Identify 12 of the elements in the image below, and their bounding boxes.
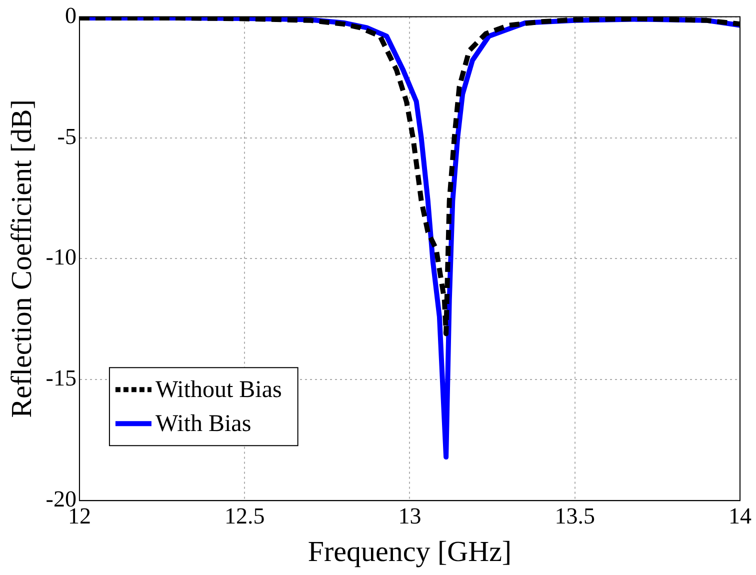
legend-label: Without Bias	[155, 376, 282, 403]
y-tick-label: 0	[64, 2, 76, 28]
x-tick-label: 13.5	[554, 503, 595, 528]
x-tick-label: 12.5	[224, 503, 265, 528]
x-axis-title: Frequency [GHz]	[308, 536, 512, 568]
legend-label: With Bias	[155, 410, 252, 437]
x-tick-label: 13	[398, 503, 422, 528]
y-axis-title: Reflection Coefficient [dB]	[6, 100, 38, 418]
y-tick-label: -15	[46, 366, 76, 391]
x-tick-label: 14	[728, 503, 752, 528]
y-tick-label: -10	[46, 244, 76, 270]
y-tick-label: -5	[57, 124, 76, 149]
